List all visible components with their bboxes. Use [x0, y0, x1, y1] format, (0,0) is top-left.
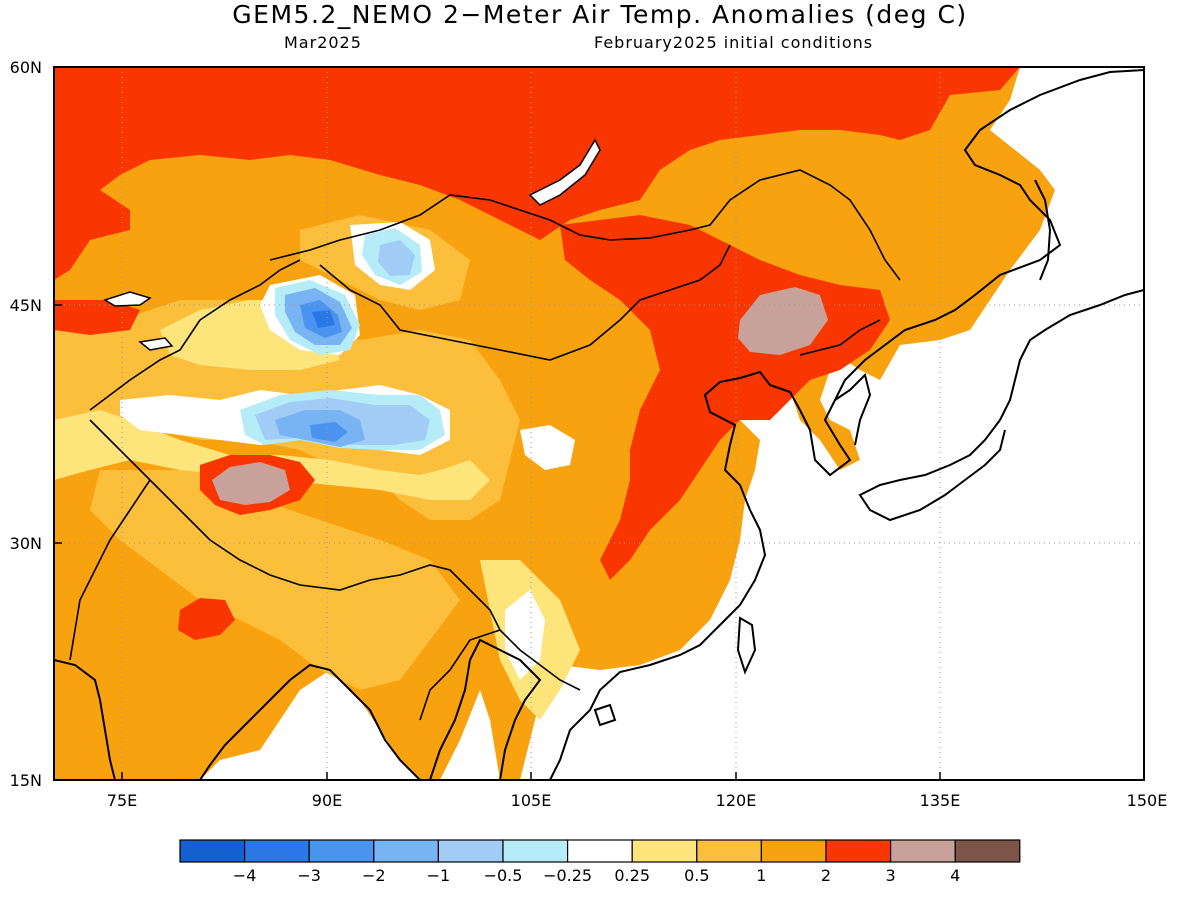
colorbar-label: −3 [297, 866, 321, 885]
colorbar-label: 3 [886, 866, 896, 885]
colorbar-label: 2 [821, 866, 831, 885]
coastline-taiwan [736, 616, 757, 675]
lat-label-15n: 15N [10, 771, 42, 790]
border-china-mongolia [319, 244, 731, 361]
border-korea-china [799, 319, 881, 356]
tick-marks [54, 304, 941, 780]
colorbar-label: 0.25 [614, 866, 650, 885]
max-anomaly-western-tibet [212, 462, 290, 505]
land-shading-neutral-4 [520, 425, 575, 470]
colorbar-label: −1 [427, 866, 451, 885]
colorbar-label: −2 [362, 866, 386, 885]
lat-label-30n: 30N [10, 534, 42, 553]
warm-anomaly-west-siberia-patch [54, 300, 140, 335]
coastline-korea [834, 373, 872, 446]
colorbar-label: 1 [756, 866, 766, 885]
colorbar-swatch [437, 839, 504, 863]
colorbar-label: −0.25 [543, 866, 592, 885]
lake-balkhash [103, 291, 152, 307]
coastline-hainan [593, 703, 617, 727]
coastline-india-bay [199, 663, 421, 780]
colorbar-label: −4 [233, 866, 257, 885]
cool-anomaly-tarim-core [310, 422, 348, 442]
coastline-india-west [54, 659, 116, 780]
border-southeast-asia [419, 629, 581, 721]
colorbar-swatch [825, 839, 892, 863]
map-frame [53, 66, 1145, 781]
colorbar-swatch [954, 839, 1021, 863]
colorbar-swatch [760, 839, 827, 863]
lon-label-135e: 135E [920, 791, 961, 810]
colorbar-label: −0.5 [484, 866, 523, 885]
cool-anomaly-dzungaria-core [312, 310, 335, 328]
colorbar-swatch [502, 839, 569, 863]
gridlines [54, 67, 1144, 780]
warm-anomaly-india [178, 598, 235, 640]
max-anomaly-inner-mongolia [738, 287, 828, 355]
colorbar-label: 4 [950, 866, 960, 885]
colorbar-swatch [566, 839, 633, 863]
forecast-month: Mar2025 [284, 33, 362, 52]
warm-anomaly-siberia [54, 67, 1020, 280]
coastline-japan [858, 289, 1144, 522]
map-canvas [54, 67, 1144, 780]
colorbar-swatch [179, 839, 246, 863]
colorbar-swatch [308, 839, 375, 863]
cool-anomaly-mongolia-west-inner [378, 240, 415, 276]
coastline-mainland [549, 69, 1144, 780]
coastline-indochina [429, 638, 542, 780]
coastline-sakhalin [1034, 179, 1052, 281]
border-kazakhstan-china [89, 259, 301, 411]
lon-label-90e: 90E [312, 791, 342, 810]
land-shading-pale-1 [54, 410, 490, 500]
lon-label-105e: 105E [511, 791, 552, 810]
colorbar-swatch [373, 839, 439, 863]
border-himalaya [89, 419, 501, 631]
land-shading-light-2 [90, 470, 460, 690]
colorbar-swatch [696, 839, 762, 863]
lake-baikal [528, 138, 601, 206]
colorbar-swatch [244, 839, 310, 863]
colorbar-label: 0.5 [684, 866, 709, 885]
lon-label-120e: 120E [716, 791, 757, 810]
border-russia-mongolia [269, 169, 901, 281]
lon-label-75e: 75E [107, 791, 137, 810]
border-india-pakistan [69, 479, 151, 661]
colorbar-swatch [889, 839, 956, 863]
lat-label-45n: 45N [10, 296, 42, 315]
lake-issyk-kul [138, 337, 174, 351]
colorbar: −4 −3 −2 −1 −0.5 −0.25 0.25 0.5 1 2 3 4 [179, 839, 1021, 885]
initial-conditions-label: February2025 initial conditions [594, 33, 874, 52]
colorbar-swatch [631, 839, 698, 863]
map-title: GEM5.2_NEMO 2−Meter Air Temp. Anomalies … [232, 0, 968, 29]
lon-label-150e: 150E [1127, 791, 1168, 810]
lat-label-60n: 60N [10, 58, 42, 77]
